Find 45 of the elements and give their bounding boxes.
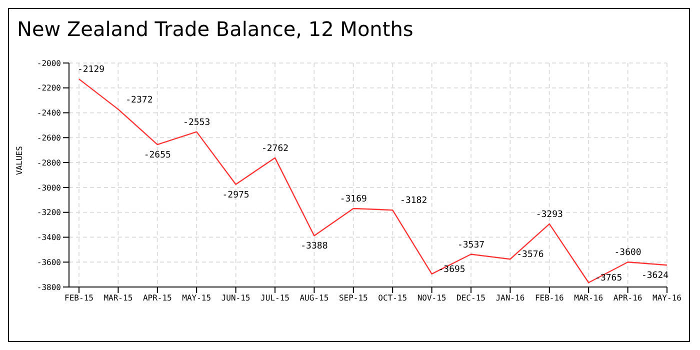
x-tick-label: FEB-16: [534, 294, 564, 303]
x-tick-label: MAY-16: [652, 294, 682, 303]
line-series: [78, 78, 668, 284]
x-tick-label: JAN-16: [496, 294, 525, 303]
data-label: -3293: [536, 210, 563, 220]
data-label: -2762: [261, 144, 289, 154]
y-tick-label: -2200: [36, 84, 62, 93]
y-axis-title: VALUES: [14, 146, 24, 175]
x-tick-label: MAR-15: [104, 294, 133, 303]
data-label: -3537: [457, 240, 485, 250]
y-tick-label: -3800: [36, 282, 62, 292]
data-label: -2553: [183, 118, 210, 128]
x-tick-label: MAY-15: [182, 294, 212, 303]
y-tick-label: -2000: [36, 58, 62, 68]
data-label: -3388: [300, 242, 328, 252]
x-tick-label: APR-15: [142, 294, 172, 303]
x-tick-label: OCT-15: [378, 294, 408, 303]
y-tick-label: -3200: [36, 208, 62, 218]
data-label: -2655: [144, 150, 171, 161]
y-tick-label: -2400: [36, 108, 62, 118]
data-label: -3169: [340, 194, 367, 204]
x-tick-label: NOV-15: [417, 294, 446, 303]
x-tick-label: JUL-15: [260, 294, 290, 303]
y-tick-label: -3600: [36, 258, 62, 267]
y-tick-label: -2800: [36, 158, 62, 168]
data-label: -2129: [77, 65, 105, 76]
y-tick-label: -2600: [36, 134, 62, 143]
x-tick-label: AUG-15: [300, 294, 329, 303]
data-label: -3695: [438, 264, 466, 275]
x-tick-label: DEC-15: [456, 294, 486, 303]
x-tick-label: JUN-15: [221, 294, 250, 303]
data-label: -3600: [614, 248, 642, 258]
x-tick-label: FEB-15: [64, 294, 94, 303]
y-tick-label: -3000: [36, 183, 62, 192]
data-label: -2975: [222, 190, 250, 200]
data-label: -3182: [400, 196, 428, 206]
data-label: -3576: [516, 250, 544, 260]
data-label: -3624: [641, 271, 669, 282]
x-tick-label: MAR-16: [574, 294, 604, 303]
x-tick-label: SEP-15: [338, 294, 368, 303]
y-tick-label: -3400: [36, 233, 62, 242]
data-label: -2372: [126, 95, 153, 106]
data-label: -3765: [595, 274, 622, 284]
chart-title: New Zealand Trade Balance, 12 Months: [17, 17, 414, 41]
x-tick-label: APR-16: [613, 294, 642, 303]
